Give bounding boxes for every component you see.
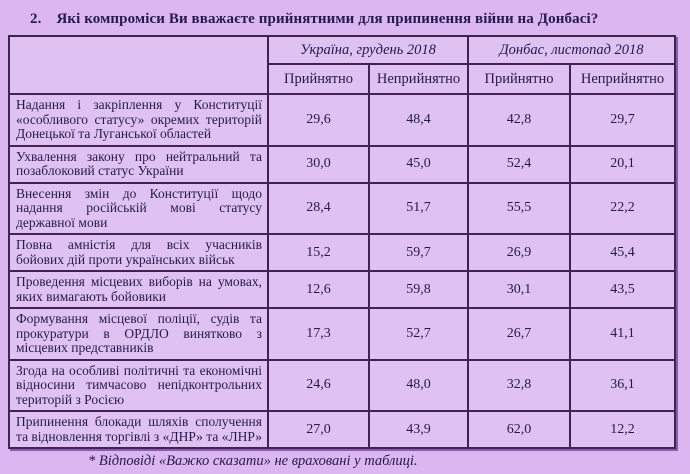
- sub-header-ukraine-unacceptable: Неприйнятно: [368, 63, 469, 95]
- table-row: Формування місцевої поліції, судів та пр…: [8, 307, 676, 361]
- row-value: 45,4: [569, 233, 676, 272]
- row-label: Повна амністія для всіх учасників бойови…: [8, 233, 269, 272]
- row-value: 12,2: [569, 410, 676, 449]
- row-label: Згода на особливі політичні та економічн…: [8, 358, 269, 412]
- survey-table: Україна, грудень 2018 Донбас, листопад 2…: [8, 35, 676, 449]
- table-row: Проведення місцевих виборів на умовах, я…: [8, 270, 676, 309]
- row-value: 27,0: [267, 410, 370, 449]
- table-row: Надання і закріплення у Конституції «осо…: [8, 93, 676, 147]
- row-value: 29,6: [267, 93, 370, 147]
- row-value: 45,0: [368, 144, 469, 184]
- group-header-ukraine: Україна, грудень 2018: [267, 35, 469, 65]
- row-value: 59,7: [368, 233, 469, 272]
- table-row: Припинення блокади шляхів сполучення та …: [8, 410, 676, 449]
- row-value: 32,8: [467, 358, 571, 412]
- row-value: 43,5: [569, 270, 676, 309]
- table-row: Ухвалення закону про нейтральний та поза…: [8, 144, 676, 184]
- sub-header-row: Прийнятно Неприйнятно Прийнятно Неприйня…: [9, 63, 676, 95]
- row-label: Ухвалення закону про нейтральний та поза…: [8, 144, 269, 184]
- page-title: 2. Які компроміси Ви вважаєте прийнятними…: [30, 10, 682, 28]
- table-row: Внесення змін до Конституції щодо наданн…: [8, 181, 676, 235]
- row-value: 48,4: [368, 93, 469, 147]
- row-value: 29,7: [569, 93, 676, 147]
- row-value: 26,9: [467, 233, 571, 272]
- row-value: 28,4: [267, 181, 370, 235]
- question-number: 2.: [30, 11, 42, 27]
- row-value: 43,9: [368, 410, 469, 449]
- table-row: Згода на особливі політичні та економічн…: [8, 358, 676, 412]
- row-value: 51,7: [368, 181, 469, 235]
- row-value: 36,1: [569, 358, 676, 412]
- sub-header-donbas-unacceptable: Неприйнятно: [569, 63, 676, 95]
- row-value: 24,6: [267, 358, 370, 412]
- row-value: 15,2: [267, 233, 370, 272]
- row-value: 22,2: [569, 181, 676, 235]
- sub-header-ukraine-acceptable: Прийнятно: [267, 63, 370, 95]
- row-value: 59,8: [368, 270, 469, 309]
- row-value: 20,1: [569, 144, 676, 184]
- row-label: Внесення змін до Конституції щодо наданн…: [8, 181, 269, 235]
- row-label: Припинення блокади шляхів сполучення та …: [8, 410, 269, 449]
- row-value: 41,1: [569, 307, 676, 361]
- corner-cell: [8, 35, 269, 95]
- group-header-donbas: Донбас, листопад 2018: [467, 35, 676, 65]
- row-value: 30,0: [267, 144, 370, 184]
- row-label: Формування місцевої поліції, судів та пр…: [8, 307, 269, 361]
- row-label: Проведення місцевих виборів на умовах, я…: [8, 270, 269, 309]
- row-value: 30,1: [467, 270, 571, 309]
- row-value: 62,0: [467, 410, 571, 449]
- table-row: Повна амністія для всіх учасників бойови…: [8, 233, 676, 272]
- row-value: 42,8: [467, 93, 571, 147]
- sub-header-donbas-acceptable: Прийнятно: [467, 63, 571, 95]
- row-value: 17,3: [267, 307, 370, 361]
- row-value: 12,6: [267, 270, 370, 309]
- table-body: Надання і закріплення у Конституції «осо…: [8, 93, 676, 449]
- row-value: 52,4: [467, 144, 571, 184]
- question-text: Які компроміси Ви вважаєте прийнятними д…: [56, 11, 599, 27]
- row-value: 55,5: [467, 181, 571, 235]
- row-label: Надання і закріплення у Конституції «осо…: [8, 93, 269, 147]
- row-value: 48,0: [368, 358, 469, 412]
- row-value: 26,7: [467, 307, 571, 361]
- group-header-row: Україна, грудень 2018 Донбас, листопад 2…: [8, 35, 676, 95]
- footnote: * Відповіді «Важко сказати» не враховані…: [88, 453, 418, 469]
- row-value: 52,7: [368, 307, 469, 361]
